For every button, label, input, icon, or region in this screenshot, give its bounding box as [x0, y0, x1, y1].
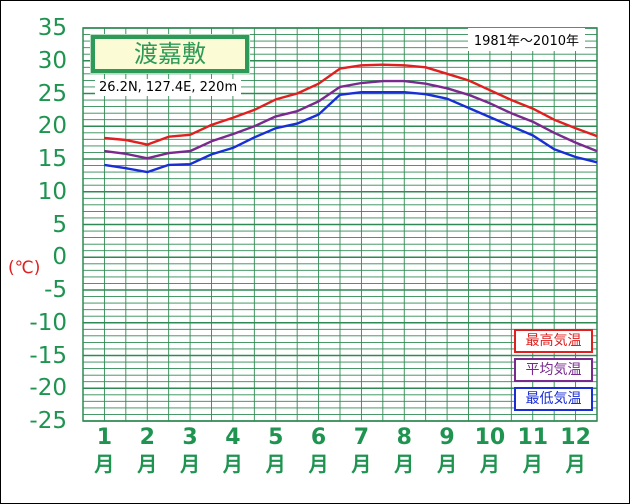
x-tick-suffix: 月 [522, 452, 543, 476]
y-tick-label: -10 [29, 309, 67, 336]
x-tick-label: 6 [310, 425, 327, 450]
y-tick-label: -15 [29, 342, 67, 369]
y-axis-label: (℃) [8, 258, 41, 278]
x-tick-suffix: 月 [265, 452, 286, 476]
x-tick-label: 3 [182, 425, 198, 450]
x-tick-label: 7 [353, 425, 370, 450]
x-tick-label: 4 [225, 425, 241, 450]
normals-period: 1981年〜2010年 [467, 28, 585, 51]
series-line-1 [104, 79, 598, 160]
y-tick-label: -20 [29, 375, 67, 402]
legend-min: 最低気温 [514, 387, 593, 411]
x-tick-suffix: 月 [94, 452, 115, 476]
x-tick-label: 12 [560, 425, 591, 450]
x-tick-suffix: 月 [479, 452, 500, 476]
x-tick-suffix: 月 [351, 452, 372, 476]
station-coordinates: 26.2N, 127.4E, 220m [95, 79, 242, 96]
y-tick-label: 20 [37, 113, 67, 140]
x-tick-suffix: 月 [137, 452, 158, 476]
y-tick-label: -25 [29, 408, 67, 434]
y-tick-label: -5 [44, 277, 67, 303]
legend-max: 最高気温 [514, 329, 593, 353]
y-tick-label: 35 [37, 15, 67, 41]
legend-mean: 平均気温 [514, 358, 593, 382]
x-tick-label: 11 [517, 425, 549, 450]
x-tick-suffix: 月 [222, 452, 243, 476]
x-tick-suffix: 月 [308, 452, 329, 476]
x-tick-label: 8 [396, 425, 412, 450]
x-tick-suffix: 月 [437, 452, 458, 476]
x-tick-label: 1 [96, 425, 113, 450]
station-name: 渡嘉敷 [91, 35, 249, 73]
x-tick-label: 10 [474, 425, 506, 450]
x-tick-suffix: 月 [394, 452, 415, 476]
y-tick-label: 25 [37, 80, 67, 107]
x-tick-suffix: 月 [565, 452, 586, 476]
y-tick-label: 0 [52, 244, 67, 271]
series-line-2 [104, 90, 598, 174]
x-tick-suffix: 月 [180, 452, 201, 476]
series-line-0 [104, 63, 598, 146]
y-tick-label: 30 [37, 47, 67, 74]
x-tick-label: 2 [139, 425, 155, 450]
y-tick-label: 15 [37, 146, 67, 172]
x-tick-label: 5 [268, 425, 284, 450]
y-tick-label: 5 [52, 211, 67, 238]
x-tick-label: 9 [439, 425, 455, 450]
y-tick-label: 10 [37, 178, 67, 205]
plot-border [82, 27, 598, 422]
